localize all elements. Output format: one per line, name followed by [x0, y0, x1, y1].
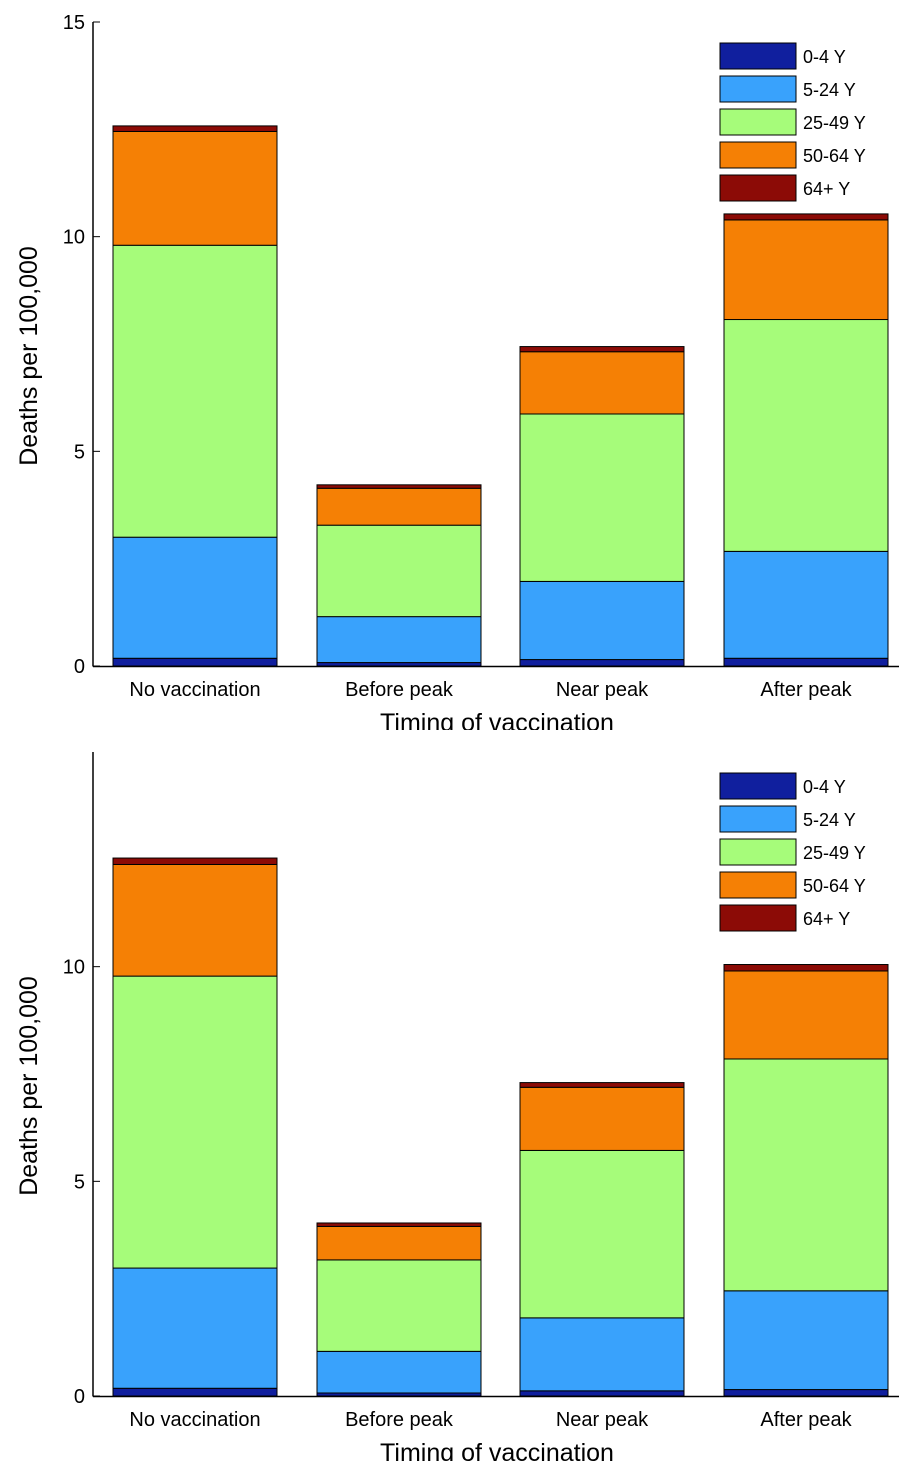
x-category-label: After peak	[760, 1409, 852, 1431]
legend-label: 25-49 Y	[803, 843, 866, 863]
bar-segment	[723, 1290, 889, 1391]
bar-stack	[112, 125, 278, 667]
legend-label: 64+ Y	[803, 179, 850, 199]
legend-label: 5-24 Y	[803, 810, 856, 830]
x-category-label: After peak	[760, 679, 852, 701]
x-axis-title: Timing of vaccination	[380, 1439, 614, 1461]
bar-segment	[316, 616, 482, 664]
x-axis-title: Timing of vaccination	[380, 709, 614, 730]
x-category-label: Before peak	[345, 679, 454, 701]
legend-swatch	[719, 42, 797, 70]
bar-segment	[316, 524, 482, 618]
x-category-label: No vaccination	[129, 1409, 260, 1431]
legend-label: 0-4 Y	[803, 47, 846, 67]
bar-segment	[519, 1317, 685, 1392]
legend-swatch	[719, 772, 797, 800]
x-category-label: Near peak	[556, 1409, 649, 1431]
bar-segment	[112, 857, 278, 865]
bar-segment	[723, 970, 889, 1060]
bar-segment	[519, 580, 685, 661]
bar-stack	[316, 1222, 482, 1397]
legend-swatch	[719, 75, 797, 103]
bar-segment	[723, 1058, 889, 1292]
legend-label: 25-49 Y	[803, 113, 866, 133]
bar-stack	[316, 484, 482, 667]
bar-segment	[112, 863, 278, 977]
bar-segment	[316, 1259, 482, 1352]
bar-segment	[519, 1390, 685, 1397]
legend-swatch	[719, 904, 797, 932]
bar-segment	[723, 319, 889, 552]
y-tick-label: 5	[74, 441, 85, 463]
bar-segment	[519, 346, 685, 353]
stacked-bar-chart-bottom: 0 5 10 No vaccination Before peak Near peak Af…	[15, 752, 899, 1466]
bar-segment	[519, 351, 685, 415]
y-tick-label: 0	[74, 1386, 85, 1408]
chart-panel-top: 0 5 10 15 No vaccination Before peak Near peak…	[0, 0, 899, 737]
x-category-label: Near peak	[556, 679, 649, 701]
bar-segment	[112, 1267, 278, 1389]
legend-label: 0-4 Y	[803, 777, 846, 797]
bar-stack	[723, 213, 889, 667]
bar-stack	[519, 346, 685, 667]
bar-segment	[112, 536, 278, 659]
legend-swatch	[719, 108, 797, 136]
bar-segment	[723, 964, 889, 972]
bar-segment	[316, 487, 482, 526]
y-axis-title: Deaths per 100,000	[15, 976, 43, 1196]
legend-label: 50-64 Y	[803, 146, 866, 166]
x-category-label: Before peak	[345, 1409, 454, 1431]
bar-segment	[723, 657, 889, 667]
legend-swatch	[719, 174, 797, 202]
bar-segment	[519, 413, 685, 582]
bar-segment	[519, 1082, 685, 1088]
x-category-label: No vaccination	[129, 679, 260, 701]
y-axis-title: Deaths per 100,000	[15, 246, 43, 466]
bar-segment	[112, 125, 278, 132]
y-tick-label: 0	[74, 656, 85, 678]
legend-swatch	[719, 871, 797, 899]
bar-segment	[112, 975, 278, 1269]
bar-segment	[519, 1149, 685, 1319]
bar-segment	[112, 130, 278, 246]
legend: 0-4 Y 5-24 Y 25-49 Y 50-64 Y 64+ Y	[719, 772, 866, 932]
legend-label: 50-64 Y	[803, 876, 866, 896]
bar-segment	[112, 244, 278, 538]
bar-stack	[723, 964, 889, 1397]
bar-segment	[723, 550, 889, 659]
y-tick-label: 10	[63, 957, 85, 979]
bar-segment	[519, 659, 685, 667]
legend-swatch	[719, 805, 797, 833]
bar-segment	[723, 213, 889, 221]
y-tick-label: 5	[74, 1171, 85, 1193]
bar-segment	[519, 1086, 685, 1151]
bar-segment	[112, 657, 278, 667]
bar-segment	[316, 484, 482, 489]
bar-segment	[316, 1225, 482, 1261]
bar-segment	[316, 1350, 482, 1394]
y-tick-label: 10	[63, 227, 85, 249]
stacked-bar-chart-top: 0 5 10 15 No vaccination Before peak Near peak…	[15, 12, 899, 737]
legend-label: 5-24 Y	[803, 80, 856, 100]
chart-panel-bottom: 0 5 10 No vaccination Before peak Near peak Af…	[0, 730, 899, 1466]
legend: 0-4 Y 5-24 Y 25-49 Y 50-64 Y 64+ Y	[719, 42, 866, 202]
legend-swatch	[719, 141, 797, 169]
legend-label: 64+ Y	[803, 909, 850, 929]
bar-segment	[112, 1387, 278, 1397]
bar-stack	[519, 1082, 685, 1397]
bar-segment	[723, 219, 889, 321]
bar-segment	[723, 1389, 889, 1397]
bar-stack	[112, 857, 278, 1397]
bar-segment	[316, 662, 482, 667]
bar-segment	[316, 1222, 482, 1227]
y-tick-label: 15	[63, 12, 85, 34]
legend-swatch	[719, 838, 797, 866]
